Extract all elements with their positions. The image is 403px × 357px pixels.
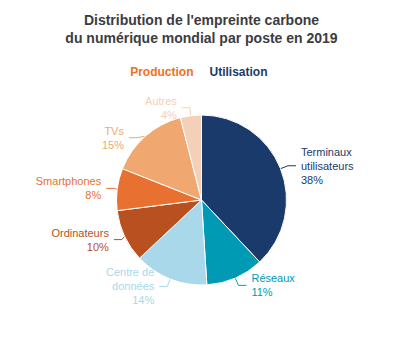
svg-text:15%: 15% [102,139,124,151]
svg-text:Autres: Autres [145,95,177,107]
svg-text:8%: 8% [85,189,101,201]
svg-text:14%: 14% [132,294,154,306]
svg-text:Utilisation: Utilisation [210,65,268,79]
svg-text:Production: Production [130,65,193,79]
svg-text:Distribution de l'empreinte ca: Distribution de l'empreinte carbone [84,12,319,28]
svg-text:Terminaux: Terminaux [301,146,352,158]
svg-text:Ordinateurs: Ordinateurs [51,227,109,239]
svg-text:TVs: TVs [104,125,124,137]
svg-text:Centre de: Centre de [106,266,154,278]
svg-text:11%: 11% [251,286,272,298]
svg-text:données: données [112,280,155,292]
svg-text:10%: 10% [87,241,109,253]
svg-text:4%: 4% [161,109,177,121]
svg-text:du numérique mondial par poste: du numérique mondial par poste en 2019 [65,30,337,46]
svg-text:utilisateurs: utilisateurs [301,160,354,172]
svg-text:Réseaux: Réseaux [251,272,295,284]
svg-text:Smartphones: Smartphones [36,175,102,187]
svg-text:38%: 38% [301,174,323,186]
